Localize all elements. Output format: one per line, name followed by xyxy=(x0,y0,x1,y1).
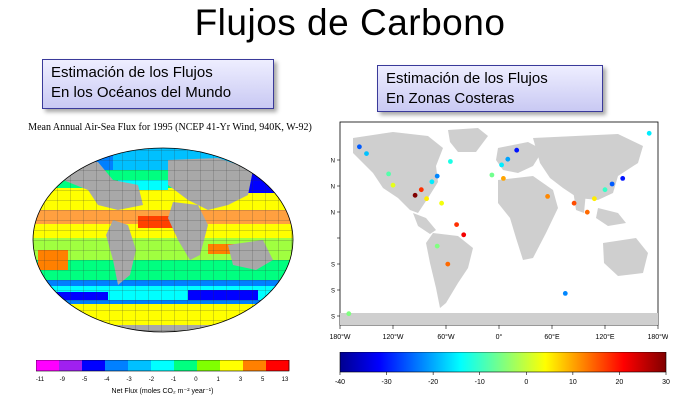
colorbar-tick-label: 0 xyxy=(524,379,528,386)
ocean-flux-label-line1: Estimación de los Flujos xyxy=(51,64,213,81)
colorbar-tick-label: -5 xyxy=(82,377,88,383)
colorbar-tick-label: -11 xyxy=(36,377,45,383)
colorbar-tick-label: 1 xyxy=(217,377,221,383)
coastal-site-marker xyxy=(390,182,396,188)
coastal-site-marker xyxy=(562,291,568,296)
coastal-site-marker xyxy=(545,194,550,199)
ocean-flux-map xyxy=(32,147,294,333)
coastal-flux-label-line2: En Zonas Costeras xyxy=(386,90,515,107)
ocean-colorbar-label: Net Flux (moles CO₂ m⁻² year⁻¹) xyxy=(111,388,214,395)
ocean-flux-colorbar: -11 -9 -5 -4 -3 -2 -1 0 1 3 5 13 xyxy=(36,360,290,383)
colorbar-tick-label: -4 xyxy=(104,377,110,383)
lat-tick-label: N xyxy=(331,185,335,191)
colorbar-cell xyxy=(36,360,60,371)
lat-tick-label: S xyxy=(331,289,335,295)
colorbar-cell xyxy=(105,360,129,371)
colorbar-cell xyxy=(82,360,106,371)
colorbar-tick-label: -2 xyxy=(149,377,155,383)
lon-tick-label: 60°E xyxy=(544,333,560,341)
lon-tick-label: 120°E xyxy=(595,333,614,341)
colorbar-tick-label: -9 xyxy=(60,377,66,383)
colorbar-cell xyxy=(266,360,290,371)
coastal-site-marker xyxy=(434,173,440,179)
coastal-site-marker xyxy=(584,209,590,215)
coastal-site-marker xyxy=(489,172,495,178)
coastal-site-marker xyxy=(445,261,451,267)
lat-tick-label: N xyxy=(331,211,335,217)
coastal-site-marker xyxy=(501,176,506,181)
colorbar-tick-label: 5 xyxy=(261,377,265,383)
colorbar-tick-label: 30 xyxy=(662,379,670,386)
coastal-site-marker xyxy=(461,232,467,238)
lon-tick-label: 60°W xyxy=(437,333,455,341)
coastal-site-marker xyxy=(602,187,608,193)
ocean-flux-label-box: Estimación de los Flujos En los Océanos … xyxy=(42,59,274,109)
coastal-site-marker xyxy=(571,200,577,206)
colorbar-tick-label: 0 xyxy=(194,377,198,383)
lon-tick-label: 120°W xyxy=(382,333,403,341)
lat-tick-label: N xyxy=(331,159,335,165)
colorbar-tick-label: -40 xyxy=(335,379,345,386)
coastal-site-marker xyxy=(439,200,444,206)
coastal-flux-colorbar: -40 -30 -20 -10 0 10 20 30 xyxy=(335,352,670,386)
colorbar-tick-label: -30 xyxy=(382,379,392,386)
coastal-site-marker xyxy=(592,196,597,202)
colorbar-tick-label: -3 xyxy=(126,377,132,383)
coastal-site-marker xyxy=(434,243,440,249)
coastal-site-marker xyxy=(364,151,369,156)
coastal-site-marker xyxy=(418,187,424,193)
colorbar-tick-label: -20 xyxy=(428,379,438,386)
colorbar-cell xyxy=(128,360,152,371)
coastal-site-marker xyxy=(454,222,459,227)
colorbar-cell xyxy=(220,360,244,371)
colorbar-cell xyxy=(174,360,198,371)
ocean-map-title: Mean Annual Air-Sea Flux for 1995 (NCEP … xyxy=(28,122,312,133)
coastal-site-marker xyxy=(620,176,626,181)
lon-tick-label: 0° xyxy=(496,333,503,341)
coastal-site-marker xyxy=(357,144,362,150)
ocean-flux-label-line2: En los Océanos del Mundo xyxy=(51,84,232,101)
coastal-flux-map: 180°W 120°W 60°W 0° 60°E 120°E 180°W N N N S S S xyxy=(329,121,668,341)
coastal-site-marker xyxy=(646,130,652,136)
colorbar-tick-label: 13 xyxy=(282,377,289,383)
colorbar-tick-label: -1 xyxy=(171,377,177,383)
lon-tick-label: 180°W xyxy=(329,333,350,341)
coastal-site-marker xyxy=(429,179,435,185)
colorbar-cell xyxy=(243,360,267,371)
coastal-site-marker xyxy=(514,147,520,153)
colorbar-cell xyxy=(59,360,83,371)
coastal-site-marker xyxy=(346,311,352,317)
coastal-flux-label-line1: Estimación de los Flujos xyxy=(386,70,548,87)
colorbar-tick-label: 3 xyxy=(239,377,243,383)
colorbar-tick-label: 20 xyxy=(616,379,624,386)
lat-tick-label: S xyxy=(331,263,335,269)
coastal-flux-label-box: Estimación de los Flujos En Zonas Coster… xyxy=(377,65,603,112)
colorbar-tick-label: 10 xyxy=(569,379,577,386)
lon-tick-label: 180°W xyxy=(647,333,668,341)
continents xyxy=(340,128,658,325)
colorbar-tick-label: -10 xyxy=(475,379,485,386)
page-title: Flujos de Carbono xyxy=(194,2,506,43)
coastal-site-marker xyxy=(424,196,429,202)
coastal-site-marker xyxy=(412,192,418,198)
coastal-site-marker xyxy=(499,162,504,168)
lat-tick-label: S xyxy=(331,315,335,321)
colorbar-cell xyxy=(151,360,175,371)
coastal-site-marker xyxy=(386,171,391,177)
coastal-site-marker xyxy=(609,181,615,187)
coastal-site-marker xyxy=(448,159,453,164)
coastal-site-marker xyxy=(505,156,511,162)
colorbar-cell xyxy=(197,360,221,371)
